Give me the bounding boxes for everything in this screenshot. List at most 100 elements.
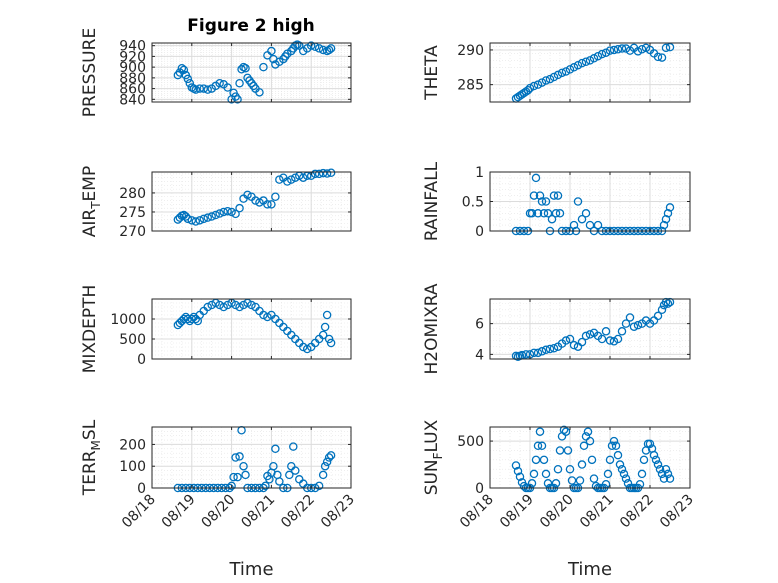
data-point — [569, 340, 579, 350]
data-point — [183, 74, 193, 84]
y-tick-label: 500 — [119, 332, 146, 348]
x-tick-label: 08/23 — [318, 492, 358, 532]
y-axis-label: SUNFLUX — [422, 419, 445, 495]
data-point — [247, 300, 256, 310]
data-point — [573, 197, 583, 206]
data-point — [191, 85, 201, 94]
data-point — [665, 297, 675, 307]
data-point — [589, 54, 599, 63]
data-point — [255, 88, 264, 97]
figure-title: Figure 2 high — [187, 16, 315, 36]
data-point — [263, 200, 272, 209]
data-point — [177, 63, 187, 73]
data-point — [665, 42, 675, 52]
data-point — [609, 45, 619, 55]
data-point — [239, 461, 248, 471]
data-point — [314, 481, 324, 491]
y-tick-label: 1 — [475, 165, 484, 181]
x-tick-label: 08/21 — [577, 492, 617, 532]
data-point — [229, 472, 238, 482]
data-point — [609, 436, 619, 446]
data-point — [525, 83, 535, 93]
data-point — [314, 44, 324, 53]
data-point — [553, 191, 563, 200]
data-point — [211, 210, 220, 220]
data-point — [607, 441, 617, 451]
data-point — [539, 455, 549, 465]
axes-box — [151, 298, 352, 360]
y-tick-label: 270 — [119, 224, 146, 240]
data-point — [511, 461, 521, 470]
data-point — [237, 65, 246, 74]
data-point — [193, 316, 203, 326]
subplot-h2omixra: 4 6 H2OMIXRA — [422, 283, 691, 375]
data-point — [533, 441, 543, 451]
data-point — [326, 451, 336, 460]
data-point — [637, 44, 647, 54]
data-point — [611, 441, 621, 451]
data-point — [575, 476, 585, 485]
data-point — [581, 57, 591, 66]
data-point — [513, 466, 523, 476]
data-point — [585, 436, 595, 446]
data-point — [615, 460, 625, 469]
data-point — [617, 327, 627, 336]
y-tick-label: 940 — [119, 39, 146, 55]
y-tick-label: 500 — [457, 434, 484, 450]
data-point — [663, 469, 673, 479]
data-point — [207, 212, 216, 221]
data-point — [295, 41, 304, 50]
data-point — [605, 455, 615, 465]
data-point — [255, 198, 264, 207]
data-point — [541, 469, 551, 479]
data-point — [653, 460, 663, 469]
data-point — [543, 209, 553, 218]
data-point — [651, 455, 661, 465]
data-point — [199, 84, 208, 93]
data-point — [553, 464, 563, 474]
data-point — [589, 474, 599, 483]
data-point — [661, 297, 671, 307]
data-point — [259, 62, 268, 72]
data-point — [227, 207, 236, 217]
data-point — [231, 453, 240, 462]
data-point — [275, 175, 284, 184]
data-point — [269, 461, 278, 471]
data-point — [529, 348, 539, 358]
data-point — [283, 177, 292, 186]
data-point — [577, 58, 587, 68]
data-point — [318, 45, 328, 55]
x-tick-label: 08/22 — [278, 492, 318, 532]
y-tick-label: 280 — [119, 186, 146, 202]
data-point — [291, 173, 300, 182]
data-point — [533, 348, 543, 358]
y-tick-label: 880 — [119, 71, 146, 87]
data-point — [561, 427, 571, 436]
data-point — [302, 344, 312, 354]
axes-box — [151, 171, 352, 232]
data-point — [219, 302, 228, 312]
axes-box — [489, 426, 691, 489]
subplot-terr-msl: 0 100 200 08/18 08/19 08/20 08/21 08/22 08/23 Tim… — [80, 419, 358, 580]
data-point — [243, 190, 252, 200]
data-point — [585, 330, 595, 339]
data-point — [306, 41, 316, 50]
data-point — [241, 63, 250, 73]
data-point — [565, 65, 575, 74]
data-point — [289, 442, 298, 451]
data-point — [545, 344, 555, 354]
data-point — [298, 342, 308, 352]
data-point — [549, 191, 559, 200]
data-point — [553, 70, 563, 80]
data-point — [605, 46, 615, 55]
data-points — [511, 42, 675, 103]
data-point — [597, 49, 607, 59]
data-point — [251, 196, 260, 205]
data-point — [601, 48, 611, 57]
data-point — [633, 47, 643, 56]
data-point — [653, 52, 663, 62]
data-point — [621, 474, 631, 483]
data-point — [541, 345, 551, 355]
subplot-theta: 285 290 THETA — [422, 42, 691, 103]
data-point — [285, 470, 294, 480]
